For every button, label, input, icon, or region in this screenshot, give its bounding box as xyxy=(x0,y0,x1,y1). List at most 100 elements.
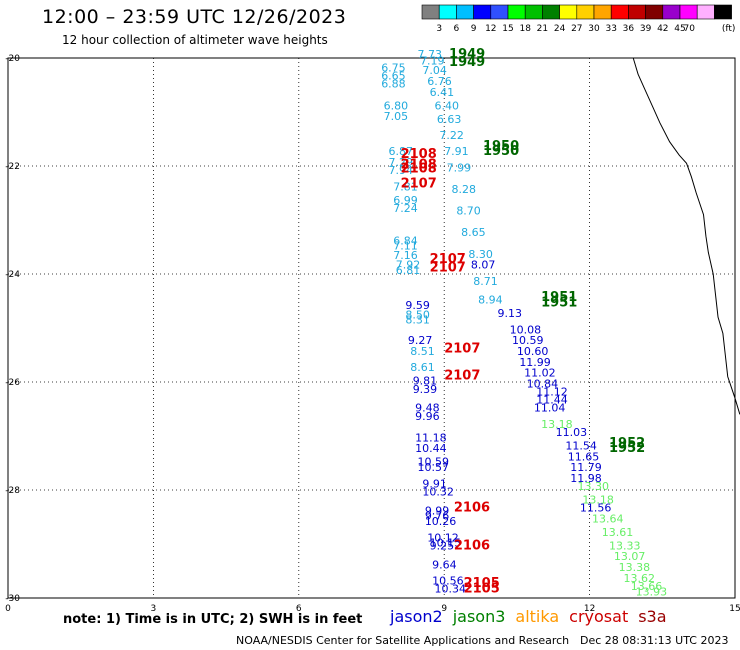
x-tick-label: 15 xyxy=(729,604,740,614)
wave-height-label: 8.61 xyxy=(410,361,435,374)
wave-height-label: 11.44 xyxy=(536,394,568,407)
map-title: 12:00 – 23:59 UTC 12/26/2023 xyxy=(42,6,347,28)
wave-height-label: 10.59 xyxy=(418,456,450,469)
pass-time-label: 1950 xyxy=(483,144,519,159)
wave-height-label: 6.81 xyxy=(396,264,421,277)
wave-height-label: 9.39 xyxy=(413,383,438,396)
wave-height-label: 8.51 xyxy=(410,345,435,358)
wave-height-label: 10.84 xyxy=(527,377,559,390)
wave-height-label: 7.81 xyxy=(393,180,418,193)
colorbar-label: 15 xyxy=(502,24,513,34)
wave-height-label: 10.56 xyxy=(432,575,464,588)
credit-line: NOAA/NESDIS Center for Satellite Applica… xyxy=(236,634,570,647)
wave-height-label: 6.76 xyxy=(427,75,452,88)
credit-date: Dec 28 08:31:13 UTC 2023 xyxy=(580,634,729,647)
wave-height-label: 10.26 xyxy=(425,515,457,528)
wave-height-label: 7.19 xyxy=(420,54,445,67)
wave-height-label: 6.80 xyxy=(384,99,409,112)
satellite-legend-altika: altika xyxy=(515,607,560,626)
pass-time-label: 2106 xyxy=(454,538,490,553)
satellite-legend-s3a: s3a xyxy=(638,607,667,626)
y-tick-label: -30 xyxy=(5,594,20,604)
x-tick-label: 12 xyxy=(584,604,595,614)
wave-height-label: 13.62 xyxy=(624,572,656,585)
wave-height-label: 10.32 xyxy=(422,485,454,498)
wave-height-label: 11.02 xyxy=(524,367,556,380)
colorbar-label: 27 xyxy=(571,24,582,34)
wave-height-label: 6.84 xyxy=(393,234,418,247)
colorbar-label: 36 xyxy=(623,24,635,34)
wave-height-label: 8.07 xyxy=(471,259,496,272)
pass-time-label: 2107 xyxy=(444,341,480,356)
wave-height-label: 13.18 xyxy=(541,418,573,431)
satellite-legend-jason2: jason2 xyxy=(390,607,443,626)
colorbar-label: 6 xyxy=(454,24,460,34)
satellite-legend-cryosat: cryosat xyxy=(569,607,629,626)
x-tick-label: 6 xyxy=(296,604,302,614)
wave-height-label: 8.31 xyxy=(405,314,430,327)
pass-time-label: 2107 xyxy=(401,177,437,192)
x-tick-label: 9 xyxy=(441,604,447,614)
pass-time-label: 1949 xyxy=(449,55,485,70)
colorbar-label: 9 xyxy=(471,24,477,34)
wave-height-label: 11.03 xyxy=(556,426,588,439)
x-tick-label: 3 xyxy=(151,604,157,614)
map-frame xyxy=(7,57,736,599)
units-note: note: 1) Time is in UTC; 2) SWH is in fe… xyxy=(63,612,363,627)
pass-time-label: 2106 xyxy=(454,501,490,516)
wave-height-label: 13.93 xyxy=(636,585,668,598)
wave-height-label: 10.34 xyxy=(435,583,467,596)
wave-height-label: 6.75 xyxy=(381,62,406,75)
wave-height-label: 9.91 xyxy=(422,477,447,490)
wave-height-label: 8.71 xyxy=(473,275,498,288)
colorbar-label: 33 xyxy=(605,24,616,34)
wave-height-label: 9.59 xyxy=(405,299,430,312)
pass-time-label: 2108 xyxy=(401,158,437,173)
wave-height-label: 11.18 xyxy=(415,431,447,444)
y-tick-label: -22 xyxy=(5,162,20,172)
wave-height-label: 9.13 xyxy=(498,307,522,320)
wave-height-label: 8.30 xyxy=(468,248,493,261)
wave-height-label: 13.66 xyxy=(631,580,663,593)
colorbar-label: 39 xyxy=(640,24,652,34)
colorbar-unit: (ft) xyxy=(722,24,736,34)
wave-height-label: 7.99 xyxy=(447,161,472,174)
pass-time-label: 2107 xyxy=(430,252,466,267)
wave-height-label: 7.22 xyxy=(439,129,464,142)
x-tick-label: 0 xyxy=(5,604,11,614)
wave-height-label: 7.94 xyxy=(388,164,413,177)
pass-time-label: 2105 xyxy=(464,576,500,591)
colorbar-label: 24 xyxy=(554,24,566,34)
wave-height-label: 7.73 xyxy=(418,48,443,61)
wave-height-label: 8.94 xyxy=(478,294,503,307)
coastline xyxy=(632,57,740,415)
pass-time-label: 2108 xyxy=(401,161,437,176)
colorbar-label: 21 xyxy=(537,24,548,34)
wave-height-label: 9.27 xyxy=(408,334,433,347)
wave-height-label: 11.98 xyxy=(570,472,602,485)
wave-height-label: 11.04 xyxy=(534,402,566,415)
wave-height-label: 7.05 xyxy=(384,110,409,123)
wave-height-label: 8.70 xyxy=(456,205,481,218)
wave-height-label: 7.16 xyxy=(393,249,418,262)
wave-height-label: 8.28 xyxy=(451,183,476,196)
pass-time-label: 1951 xyxy=(541,290,577,305)
pass-time-label: 1952 xyxy=(609,441,645,456)
y-tick-label: -24 xyxy=(5,270,20,280)
wave-height-label: 9.64 xyxy=(432,558,457,571)
wave-height-label: 11.99 xyxy=(519,356,551,369)
wave-height-label: 7.24 xyxy=(393,202,418,215)
wave-height-label: 10.59 xyxy=(512,334,544,347)
wave-height-label: 6.87 xyxy=(388,145,413,158)
colorbar-label: 70 xyxy=(683,24,695,34)
wave-height-label: 11.79 xyxy=(570,461,602,474)
wave-height-label: 13.07 xyxy=(614,550,646,563)
wave-height-label: 9.81 xyxy=(413,375,438,388)
colorbar-label: 30 xyxy=(588,24,600,34)
pass-time-label: 1949 xyxy=(449,47,485,62)
pass-time-label: 1952 xyxy=(609,436,645,451)
wave-height-label: 11.56 xyxy=(580,502,612,515)
wave-height-label: 11.54 xyxy=(565,440,597,453)
